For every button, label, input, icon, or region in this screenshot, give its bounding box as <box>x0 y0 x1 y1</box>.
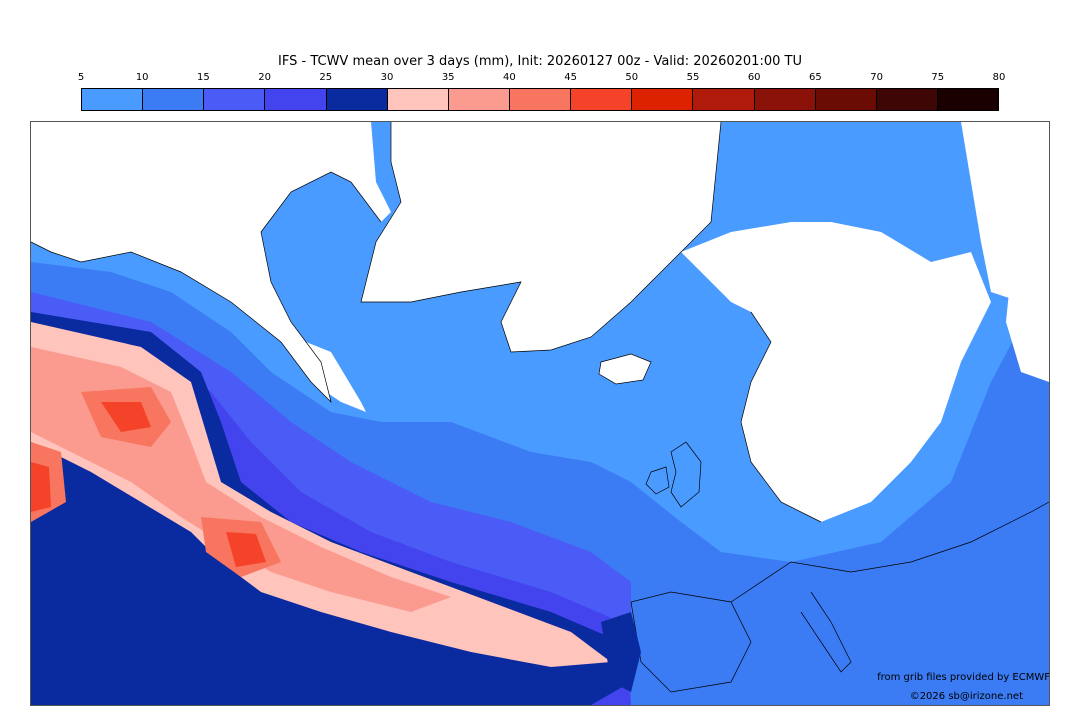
colorbar-segment-14 <box>937 89 999 110</box>
colorbar-tick-15: 15 <box>197 72 210 83</box>
colorbar-tick-5: 5 <box>77 72 85 83</box>
coast-italy <box>800 591 852 673</box>
colorbar-segment-4 <box>326 89 388 110</box>
colorbar-segment-12 <box>815 89 877 110</box>
coast-iberia <box>630 591 752 693</box>
colorbar-segment-5 <box>387 89 449 110</box>
land-north-america <box>31 122 391 402</box>
colorbar-segment-11 <box>754 89 816 110</box>
colorbar-tick-65: 65 <box>809 72 822 83</box>
field-25-30-iberia <box>601 612 641 692</box>
colorbar-tick-labels: 5 10 15 20 25 30 35 40 45 50 55 60 65 70 75 80 <box>0 72 1080 86</box>
coast-europe-south <box>730 501 1049 603</box>
land-iceland <box>599 354 651 384</box>
colorbar-segment-8 <box>571 89 633 110</box>
colorbar-tick-45: 45 <box>564 72 577 83</box>
colorbar-tick-80: 80 <box>992 72 1006 83</box>
colorbar-segment-10 <box>693 89 755 110</box>
colorbar-tick-75: 75 <box>931 72 945 83</box>
colorbar <box>81 88 999 111</box>
field-45-50-core-2 <box>226 532 266 567</box>
colorbar-tick-70: 70 <box>870 72 883 83</box>
colorbar-segment-1 <box>143 89 205 110</box>
colorbar-tick-40: 40 <box>503 72 516 83</box>
chart-title: IFS - TCWV mean over 3 days (mm), Init: … <box>278 54 802 69</box>
data-source-credit: from grib files provided by ECMWF <box>877 672 1050 683</box>
colorbar-tick-35: 35 <box>441 72 455 83</box>
colorbar-segment-13 <box>876 89 938 110</box>
land-east-arctic <box>961 122 1049 302</box>
colorbar-segment-0 <box>82 89 144 110</box>
copyright-credit: ©2026 sb@irizone.net <box>909 691 1023 702</box>
coast-north-america <box>31 171 382 404</box>
colorbar-segment-2 <box>204 89 266 110</box>
colorbar-tick-30: 30 <box>380 72 394 83</box>
colorbar-tick-50: 50 <box>625 72 639 83</box>
colorbar-tick-20: 20 <box>258 72 271 83</box>
field-45-50-core-3 <box>31 462 51 512</box>
coast-scandinavia <box>740 311 822 523</box>
field-45-50-core-1 <box>101 402 151 432</box>
colorbar-tick-10: 10 <box>135 72 149 83</box>
colorbar-segment-9 <box>632 89 694 110</box>
coast-greenland <box>360 122 722 353</box>
colorbar-segment-3 <box>265 89 327 110</box>
land-greenland <box>361 122 721 352</box>
colorbar-segment-6 <box>448 89 510 110</box>
colorbar-segment-7 <box>509 89 572 110</box>
coastlines <box>31 122 1049 693</box>
colorbar-tick-55: 55 <box>686 72 700 83</box>
map-panel[interactable] <box>30 121 1050 706</box>
land-far-east-patch <box>1006 262 1049 382</box>
land-scandinavia-russia <box>681 222 991 522</box>
colorbar-tick-25: 25 <box>319 72 333 83</box>
coast-british-isles <box>670 441 702 508</box>
coast-iceland <box>598 353 652 385</box>
coast-ireland <box>645 466 670 495</box>
colorbar-tick-60: 60 <box>747 72 761 83</box>
